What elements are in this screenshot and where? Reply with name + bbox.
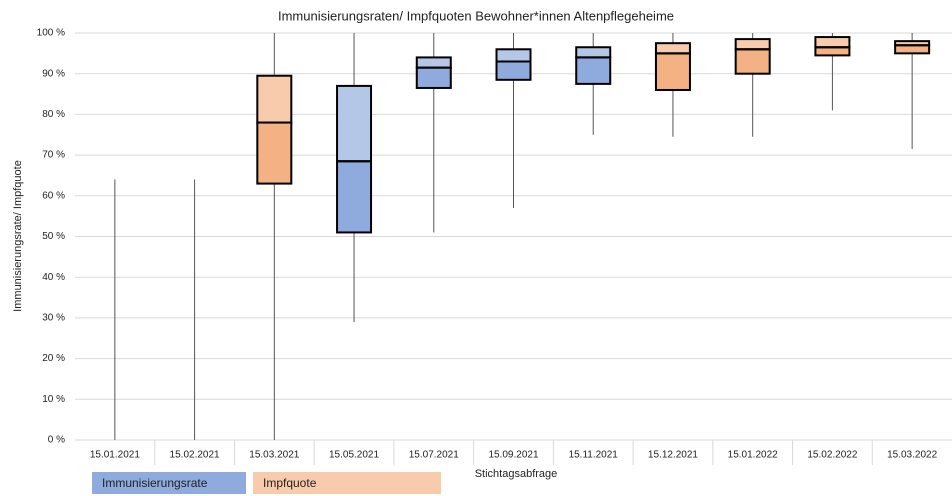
legend-label: Impfquote <box>263 476 317 490</box>
box-lower <box>415 66 452 89</box>
box-lower <box>734 48 771 75</box>
box-upper <box>336 84 373 163</box>
legend-swatch <box>253 472 441 494</box>
x-tick-label: 15.07.2021 <box>409 450 459 461</box>
box-upper <box>256 74 293 124</box>
box-lower <box>575 56 612 85</box>
legend-label: Immunisierungsrate <box>102 476 208 490</box>
y-tick-label: 100 % <box>37 28 65 39</box>
box-upper <box>814 36 851 49</box>
box-upper <box>495 48 532 63</box>
x-tick-label: 15.12.2021 <box>648 450 698 461</box>
y-tick-label: 60 % <box>42 190 65 201</box>
box-lower <box>495 60 532 81</box>
y-axis-title: Immunisierungsrate/ Impfquote <box>12 160 24 312</box>
box-lower <box>814 46 851 57</box>
x-tick-label: 15.11.2021 <box>569 450 619 461</box>
box-lower <box>894 44 931 55</box>
y-tick-label: 20 % <box>42 353 65 364</box>
y-tick-label: 10 % <box>42 394 65 405</box>
y-tick-label: 90 % <box>42 68 65 79</box>
x-tick-label: 15.03.2022 <box>887 450 937 461</box>
x-tick-label: 15.09.2021 <box>488 450 538 461</box>
y-tick-label: 40 % <box>42 272 65 283</box>
x-axis-title: Stichtagsabfrage <box>475 468 558 480</box>
y-tick-label: 0 % <box>48 435 65 446</box>
x-tick-label: 15.01.2022 <box>728 450 778 461</box>
box-lower <box>336 160 373 234</box>
box-lower <box>654 52 691 91</box>
y-tick-label: 80 % <box>42 109 65 120</box>
box-lower <box>256 121 293 185</box>
y-tick-label: 70 % <box>42 150 65 161</box>
x-tick-label: 15.02.2022 <box>807 450 857 461</box>
x-tick-label: 15.02.2021 <box>170 450 220 461</box>
y-tick-label: 30 % <box>42 313 65 324</box>
legend-swatch <box>92 472 246 494</box>
box-upper <box>415 56 452 69</box>
box-upper <box>575 46 612 59</box>
x-tick-label: 15.03.2021 <box>249 450 299 461</box>
box-upper <box>734 38 771 51</box>
x-tick-label: 15.01.2021 <box>90 450 140 461</box>
chart-title: Immunisierungsraten/ Impfquoten Bewohner… <box>278 8 674 23</box>
box-upper <box>654 42 691 55</box>
x-tick-label: 15.05.2021 <box>329 450 379 461</box>
y-tick-label: 50 % <box>42 231 65 242</box>
